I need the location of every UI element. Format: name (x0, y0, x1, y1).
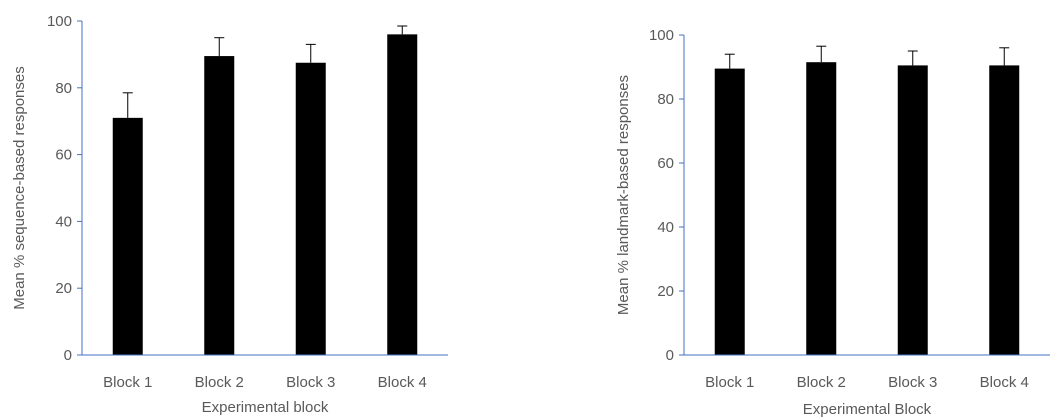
y-tick-label: 0 (64, 347, 72, 364)
y-tick-label: 40 (657, 219, 674, 236)
x-category-label: Block 4 (378, 374, 427, 391)
y-axis-title: Mean % sequence-based responses (11, 66, 28, 310)
y-tick-label: 100 (47, 13, 72, 30)
y-tick-label: 100 (649, 27, 674, 44)
bar (295, 62, 326, 355)
bar (112, 117, 143, 355)
y-tick-label: 60 (55, 147, 72, 164)
x-category-label: Block 1 (103, 374, 152, 391)
x-category-label: Block 3 (286, 374, 335, 391)
y-axis-title: Mean % landmark-based responses (615, 75, 632, 315)
bar (387, 34, 418, 356)
bar (897, 65, 928, 356)
bar (714, 68, 745, 355)
y-tick-label: 20 (55, 280, 72, 297)
y-tick-label: 20 (657, 283, 674, 300)
bar (806, 62, 837, 355)
x-category-label: Block 2 (195, 374, 244, 391)
x-axis-title: Experimental block (202, 399, 329, 416)
y-tick-label: 80 (657, 91, 674, 108)
x-category-label: Block 4 (980, 374, 1029, 391)
x-category-label: Block 2 (797, 374, 846, 391)
x-category-label: Block 1 (705, 374, 754, 391)
x-category-label: Block 3 (888, 374, 937, 391)
x-axis-title: Experimental Block (803, 401, 932, 418)
y-tick-label: 60 (657, 155, 674, 172)
bar (989, 65, 1020, 356)
bar (204, 56, 235, 355)
chart-sequence-based: 0 20 40 60 80 100 Block 1 Block 2 Block 3 Block 4… (11, 13, 448, 416)
y-tick-label: 40 (55, 213, 72, 230)
y-tick-label: 80 (55, 80, 72, 97)
chart-landmark-based: 0 20 40 60 80 100 Block 1 Block 2 Block 3 Block 4… (615, 27, 1050, 418)
y-tick-label: 0 (666, 347, 674, 364)
